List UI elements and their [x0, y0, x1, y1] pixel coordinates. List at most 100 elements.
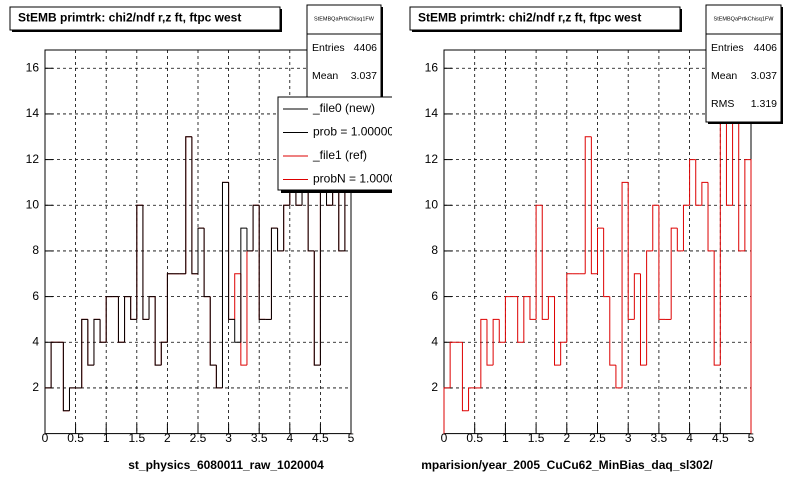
- histogram-bin: [307, 182, 315, 252]
- x-tick-label: 3.5: [251, 431, 268, 445]
- histogram-bin: [148, 296, 156, 320]
- histogram-bin: [744, 159, 752, 434]
- stats-value: 3.037: [351, 70, 377, 82]
- x-tick-label: 1: [502, 431, 509, 445]
- stats-label: Entries: [711, 42, 744, 54]
- chart-title: StEMB primtrk: chi2/ndf r,z ft, ftpc wes…: [18, 11, 241, 25]
- x-tick-label: 2.5: [190, 431, 207, 445]
- histogram-bin: [185, 136, 192, 274]
- histogram-bin: [504, 296, 512, 343]
- stats-box: [306, 4, 382, 101]
- histogram-bin: [584, 136, 592, 274]
- histogram-bin: [313, 250, 321, 366]
- stats-value: 3.037: [751, 70, 777, 82]
- stats-label: Mean: [711, 70, 737, 82]
- histogram-bin: [523, 296, 530, 343]
- x-tick-label: 4: [686, 431, 693, 445]
- histogram-bin: [68, 387, 76, 411]
- histogram-bin: [713, 250, 721, 366]
- x-axis-label: st_physics_6080011_raw_1020004: [128, 458, 324, 472]
- histogram-bin: [277, 228, 284, 252]
- histogram-bin: [449, 341, 457, 388]
- histogram-bin: [597, 227, 604, 274]
- x-tick-label: 3: [625, 431, 632, 445]
- histogram-bin: [695, 159, 702, 206]
- histogram-bin: [258, 205, 266, 320]
- histogram-bin: [627, 182, 635, 320]
- legend-note: probN = 1.000000: [313, 172, 410, 186]
- histogram-bin: [136, 204, 143, 320]
- x-tick-label: 2: [164, 431, 171, 445]
- x-tick-label: 2.5: [589, 431, 606, 445]
- x-tick-label: 0: [441, 431, 448, 445]
- y-tick-label: 10: [26, 197, 40, 211]
- histogram-bin: [160, 341, 168, 366]
- histogram-bin: [81, 318, 88, 388]
- y-tick-label: 2: [431, 380, 438, 394]
- x-tick-label: 2: [563, 431, 570, 445]
- histogram-bin: [725, 113, 733, 206]
- histogram-bin: [639, 273, 647, 366]
- y-tick-label: 14: [425, 106, 439, 120]
- x-tick-label: 0.5: [67, 431, 84, 445]
- y-tick-label: 10: [425, 197, 439, 211]
- histogram-bin: [93, 318, 101, 366]
- histogram-bin: [203, 228, 211, 298]
- histogram-bin: [234, 273, 241, 320]
- title-box: [9, 6, 281, 31]
- y-tick-label: 4: [431, 334, 438, 348]
- histogram-bin: [707, 182, 715, 252]
- histogram-bin: [166, 273, 174, 343]
- histogram-bin: [738, 68, 745, 252]
- x-tick-label: 3: [225, 431, 232, 445]
- stats-label: RMS: [711, 98, 734, 110]
- stats-name: StEMBQaPrtkChisq1FW: [314, 16, 375, 22]
- histogram-bin: [215, 365, 223, 389]
- y-tick-label: 8: [32, 243, 39, 257]
- histogram-bin: [646, 250, 653, 366]
- histogram-bin: [517, 296, 524, 343]
- histogram-bin: [270, 227, 278, 320]
- stats-value: 4406: [754, 42, 778, 54]
- histogram-bin: [554, 296, 561, 366]
- histogram-bin: [117, 296, 125, 343]
- stats-value: 1.319: [751, 98, 777, 110]
- histogram-bin: [535, 204, 543, 320]
- chart-title: StEMB primtrk: chi2/ndf r,z ft, ftpc wes…: [418, 11, 641, 25]
- panel: 2 4 6 8 10 12 14 16 0 0.5 1 1.5 2 2.5 3 3.5 4 4.5 5 StEMB p…: [409, 4, 783, 472]
- histogram-bin: [603, 228, 610, 298]
- x-axis-label: mparision/year_2005_CuCu62_MinBias_daq_s…: [421, 458, 713, 472]
- histogram-bin: [590, 136, 598, 275]
- histogram-bin: [246, 228, 254, 252]
- y-tick-label: 12: [26, 152, 40, 166]
- legend-box: [277, 96, 392, 191]
- histogram-bin: [566, 273, 573, 343]
- x-tick-label: 3.5: [651, 431, 668, 445]
- histogram-bin: [191, 136, 198, 275]
- histogram-bin: [252, 204, 260, 251]
- x-tick-label: 5: [348, 431, 355, 445]
- histogram-bin: [124, 296, 131, 343]
- y-tick-label: 16: [425, 60, 439, 74]
- y-tick-label: 6: [431, 289, 438, 303]
- x-tick-label: 0: [42, 431, 49, 445]
- panel: 2 4 6 8 10 12 14 16 0 0.5 1 1.5 2 2.5 3 3.5 4 4.5 5 StEMB p…: [9, 4, 410, 472]
- legend-note: prob = 1.000000: [313, 125, 401, 139]
- histogram-bin: [621, 181, 629, 388]
- histogram-bin: [633, 273, 641, 320]
- stats-label: Entries: [312, 42, 345, 54]
- y-tick-label: 6: [32, 289, 39, 303]
- histogram-bin: [130, 296, 137, 320]
- histogram-bin: [615, 365, 623, 389]
- histogram-bin: [468, 387, 475, 411]
- histogram-bin: [197, 227, 205, 274]
- histogram-bin: [529, 296, 537, 320]
- histogram-bin: [50, 341, 58, 388]
- histogram-bin: [209, 296, 217, 366]
- y-tick-label: 12: [425, 152, 439, 166]
- y-tick-label: 14: [26, 106, 40, 120]
- histogram-bin: [480, 318, 487, 388]
- histogram-bin: [461, 342, 469, 412]
- histogram-bin: [154, 296, 162, 366]
